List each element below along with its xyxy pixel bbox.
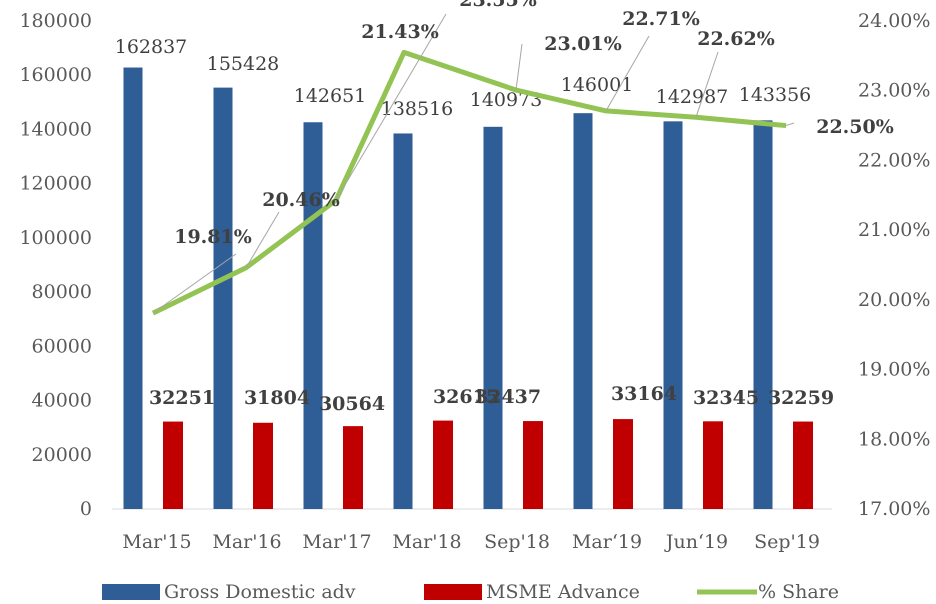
y-left-tick-label: 80000 bbox=[32, 281, 92, 303]
share-leader-line bbox=[152, 253, 237, 314]
share-leader-line bbox=[695, 51, 719, 118]
share-data-label: 23.01% bbox=[544, 33, 622, 55]
gdp-bar bbox=[303, 122, 323, 509]
gdp-bar bbox=[753, 120, 773, 510]
x-tick-label: Mar'15 bbox=[122, 531, 191, 553]
share-leader-line bbox=[515, 43, 523, 91]
x-tick-label: Jun‘19 bbox=[664, 531, 728, 553]
y-left-tick-label: 40000 bbox=[32, 390, 92, 412]
y-left-tick-label: 120000 bbox=[19, 173, 92, 195]
gdp-data-label: 142987 bbox=[656, 86, 729, 108]
gdp-data-label: 140973 bbox=[470, 89, 543, 111]
y-left-tick-label: 0 bbox=[80, 498, 92, 520]
share-data-label: 21.43% bbox=[361, 21, 439, 43]
msme-data-label: 32259 bbox=[768, 387, 834, 409]
msme-data-label: 32437 bbox=[475, 386, 541, 408]
y-right-tick-label: 21.00% bbox=[858, 219, 930, 241]
gdp-data-label: 155428 bbox=[207, 53, 280, 75]
share-data-label: 19.81% bbox=[174, 226, 252, 248]
share-leader-line bbox=[245, 211, 280, 269]
share-data-label: 22.71% bbox=[622, 8, 700, 30]
y-left-tick-label: 140000 bbox=[19, 118, 92, 140]
gdp-bar bbox=[123, 67, 143, 510]
msme-data-label: 33164 bbox=[611, 383, 677, 405]
gdp-bar bbox=[483, 126, 503, 510]
gdp-bar bbox=[213, 87, 233, 509]
msme-data-label: 32615 bbox=[433, 386, 499, 408]
x-tick-label: Sep'18 bbox=[484, 531, 550, 553]
msme-bar bbox=[163, 421, 183, 509]
gdp-data-label: 162837 bbox=[115, 36, 188, 58]
share-data-label: 23.55% bbox=[459, 0, 537, 11]
y-right-tick-label: 24.00% bbox=[858, 10, 930, 32]
gdp-bar bbox=[573, 113, 593, 510]
legend-label-share: % Share bbox=[758, 581, 839, 603]
x-tick-label: Mar‘19 bbox=[572, 531, 642, 553]
msme-data-label: 30564 bbox=[319, 393, 385, 415]
msme-data-label: 32345 bbox=[693, 387, 759, 409]
msme-bar bbox=[253, 422, 273, 509]
msme-bar bbox=[703, 421, 723, 509]
msme-bar bbox=[613, 419, 633, 509]
share-data-label: 22.50% bbox=[816, 116, 894, 138]
x-tick-label: Mar'16 bbox=[212, 531, 281, 553]
legend-label-gdp: Gross Domestic adv bbox=[164, 581, 356, 603]
gdp-data-label: 146001 bbox=[561, 74, 634, 96]
share-leader-line bbox=[785, 122, 795, 127]
legend-swatch-gdp bbox=[102, 584, 160, 600]
x-tick-label: Mar'18 bbox=[392, 531, 461, 553]
gdp-data-label: 142651 bbox=[294, 85, 367, 107]
legend-swatch-msme bbox=[424, 584, 482, 600]
share-leader-line bbox=[335, 13, 447, 201]
share-data-label: 20.46% bbox=[262, 189, 340, 211]
y-right-tick-label: 20.00% bbox=[858, 289, 930, 311]
y-left-tick-label: 20000 bbox=[32, 444, 92, 466]
msme-bar bbox=[343, 426, 363, 509]
gdp-data-label: 143356 bbox=[739, 84, 812, 106]
msme-bar bbox=[793, 421, 813, 509]
x-tick-label: Mar'17 bbox=[302, 531, 371, 553]
y-left-tick-label: 100000 bbox=[19, 227, 92, 249]
gdp-bar bbox=[663, 121, 683, 509]
y-right-tick-label: 23.00% bbox=[858, 80, 930, 102]
msme-data-label: 32251 bbox=[149, 387, 215, 409]
gdp-bar bbox=[393, 133, 413, 510]
x-tick-label: Sep'19 bbox=[754, 531, 820, 553]
y-left-tick-label: 60000 bbox=[32, 335, 92, 357]
y-left-tick-label: 180000 bbox=[19, 10, 92, 32]
msme-bar bbox=[433, 420, 453, 509]
y-right-tick-label: 22.00% bbox=[858, 149, 930, 171]
msme-bar bbox=[523, 421, 543, 509]
legend-label-msme: MSME Advance bbox=[486, 581, 640, 603]
share-leader-line bbox=[605, 35, 650, 112]
y-right-tick-label: 17.00% bbox=[858, 498, 930, 520]
y-left-tick-label: 160000 bbox=[19, 64, 92, 86]
share-line bbox=[151, 49, 787, 316]
msme-data-label: 31804 bbox=[244, 387, 310, 409]
gdp-data-label: 138516 bbox=[381, 98, 454, 120]
y-right-tick-label: 19.00% bbox=[858, 359, 930, 381]
y-right-tick-label: 18.00% bbox=[858, 428, 930, 450]
share-data-label: 22.62% bbox=[697, 28, 775, 50]
